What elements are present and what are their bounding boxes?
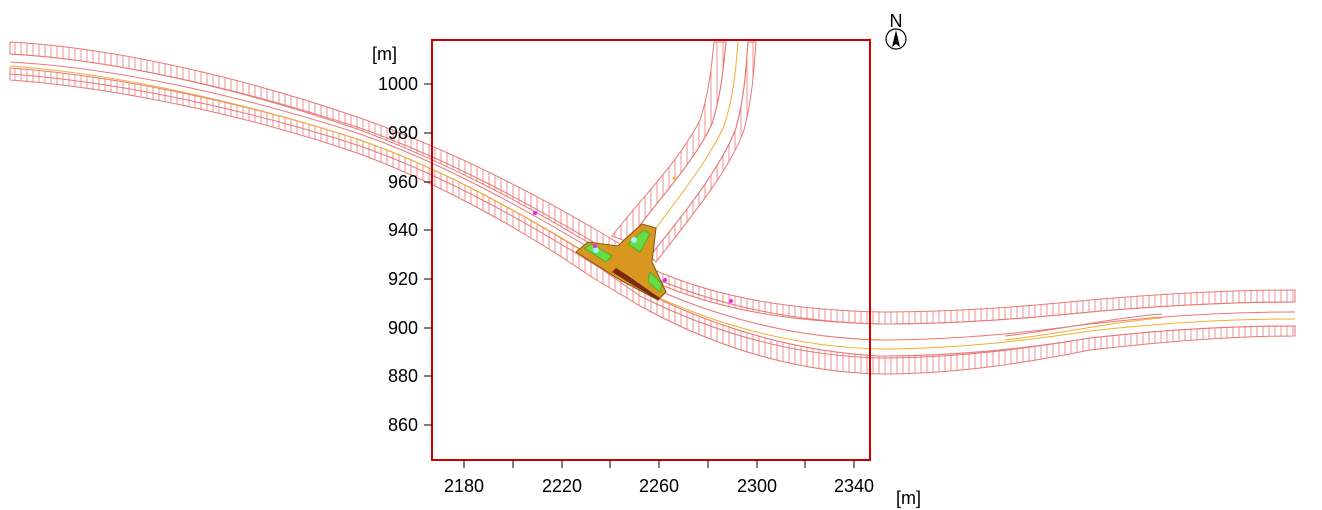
y-tick-label: 920 (388, 269, 418, 289)
side-road-lines (627, 41, 749, 257)
x-tick-label: 2300 (737, 476, 777, 496)
embankment-north (9, 41, 1296, 325)
x-axis (463, 460, 855, 468)
survey-markers (533, 176, 733, 303)
island-highlight-north (631, 237, 637, 243)
y-axis (424, 83, 432, 426)
embankment-south (9, 67, 1296, 375)
map-frame (431, 39, 871, 461)
x-tick-label: 2220 (542, 476, 582, 496)
embankment-side-road-east (649, 41, 757, 263)
traffic-island-west (583, 243, 613, 263)
intersection-dark-band (612, 268, 660, 300)
y-axis-unit: [m] (372, 44, 397, 64)
y-tick-label: 880 (388, 366, 418, 386)
y-tick-label: 1000 (378, 74, 418, 94)
north-label: N (890, 11, 903, 31)
y-tick-label: 860 (388, 415, 418, 435)
traffic-island-north (627, 229, 651, 253)
main-road-centerline (9, 65, 1296, 350)
y-tick-label: 980 (388, 123, 418, 143)
main-road-lines (9, 53, 1296, 359)
y-tick-label: 900 (388, 318, 418, 338)
x-tick-label: 2180 (444, 476, 484, 496)
y-tick-label: 960 (388, 172, 418, 192)
x-tick-label: 2340 (834, 476, 874, 496)
traffic-island-south (647, 271, 663, 293)
x-axis-unit: [m] (896, 488, 921, 508)
x-tick-label: 2260 (639, 476, 679, 496)
east-branch-road-edge (1004, 313, 1163, 337)
y-tick-label: 940 (388, 220, 418, 240)
east-branch-road (1004, 317, 1163, 341)
side-road-centerline (639, 41, 739, 251)
north-arrow-icon: N (885, 11, 907, 50)
island-highlight-west (593, 247, 599, 253)
embankment-side-road (611, 41, 727, 243)
